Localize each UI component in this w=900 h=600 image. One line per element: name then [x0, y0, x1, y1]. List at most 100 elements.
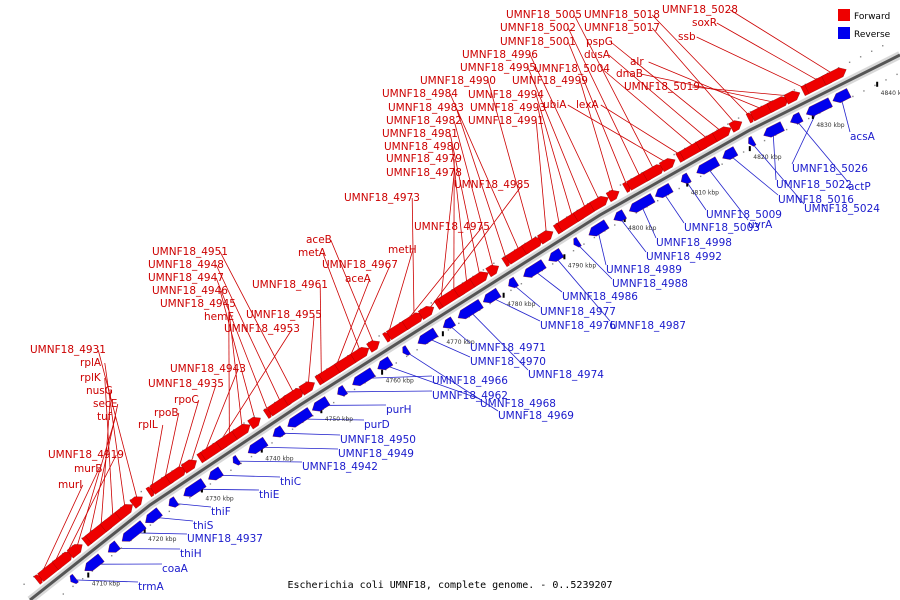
gene-label-umnf18-4961[interactable]: UMNF18_4961 — [252, 279, 328, 291]
gene-arrow-umnf18-4988[interactable] — [573, 236, 582, 248]
gene-arrow-umnf18-4992[interactable] — [613, 209, 627, 222]
gene-arrow-umnf18-4955[interactable] — [298, 381, 315, 396]
gene-label-umnf18-4986[interactable]: UMNF18_4986 — [562, 291, 638, 303]
gene-label-coaa[interactable]: coaA — [162, 563, 189, 575]
gene-label-umnf18-4948[interactable]: UMNF18_4948 — [148, 259, 224, 271]
gene-arrow-umnf18-5019[interactable] — [783, 90, 801, 105]
gene-label-meth[interactable]: metH — [388, 244, 417, 256]
gene-label-umnf18-5026[interactable]: UMNF18_5026 — [792, 163, 868, 175]
gene-label-umnf18-5017[interactable]: UMNF18_5017 — [584, 22, 660, 34]
gene-arrow-umnf18-4999[interactable] — [605, 189, 620, 203]
gene-label-umnf18-4937[interactable]: UMNF18_4937 — [187, 533, 263, 545]
gene-label-umnf18-5022[interactable]: UMNF18_5022 — [776, 179, 852, 191]
gene-label-umnf18-4983[interactable]: UMNF18_4983 — [388, 102, 464, 114]
gene-label-thie[interactable]: thiE — [259, 489, 279, 501]
gene-arrow-umnf18-4987[interactable] — [548, 248, 565, 262]
gene-label-acea[interactable]: aceA — [345, 273, 372, 285]
gene-label-umnf18-5019[interactable]: UMNF18_5019 — [624, 81, 700, 93]
gene-arrow-rpla[interactable] — [114, 504, 133, 521]
gene-label-umnf18-4988[interactable]: UMNF18_4988 — [612, 278, 688, 290]
gene-arrow-acsa[interactable] — [832, 88, 852, 103]
gene-arrow-umnf18-5024[interactable] — [748, 135, 757, 147]
gene-label-umnf18-4989[interactable]: UMNF18_4989 — [606, 264, 682, 276]
gene-label-rpla[interactable]: rplA — [80, 357, 102, 369]
gene-label-umnf18-4947[interactable]: UMNF18_4947 — [148, 272, 224, 284]
gene-label-muri[interactable]: murI — [58, 479, 82, 491]
gene-arrow-umnf18-4977[interactable] — [508, 276, 519, 289]
gene-label-tuf[interactable]: tuf — [97, 411, 112, 423]
gene-label-umnf18-4999[interactable]: UMNF18_4999 — [512, 75, 588, 87]
gene-arrow-thie[interactable] — [183, 478, 207, 497]
gene-label-rpll[interactable]: rplL — [138, 419, 158, 431]
gene-label-umnf18-4977[interactable]: UMNF18_4977 — [540, 306, 616, 318]
gene-label-umnf18-4943[interactable]: UMNF18_4943 — [170, 363, 246, 375]
gene-label-umnf18-5028[interactable]: UMNF18_5028 — [662, 4, 738, 16]
gene-label-umnf18-4962[interactable]: UMNF18_4962 — [432, 390, 508, 402]
gene-arrow-umnf18-5022[interactable] — [763, 121, 785, 138]
gene-arrow-umnf18-4986[interactable] — [523, 259, 547, 278]
gene-arrow-purh[interactable] — [312, 396, 331, 412]
gene-label-thih[interactable]: thiH — [180, 548, 202, 560]
gene-arrow-thic[interactable] — [208, 466, 224, 481]
gene-label-umnf18-4978[interactable]: UMNF18_4978 — [386, 167, 462, 179]
gene-label-umnf18-5002[interactable]: UMNF18_5002 — [500, 22, 576, 34]
gene-label-heme[interactable]: hemE — [204, 311, 234, 323]
gene-label-lexa[interactable]: lexA — [576, 99, 599, 111]
gene-label-umnf18-4974[interactable]: UMNF18_4974 — [528, 369, 604, 381]
gene-label-umnf18-5009[interactable]: UMNF18_5009 — [706, 209, 782, 221]
gene-arrow-umnf18-4946[interactable] — [247, 417, 261, 430]
gene-arrow-coaa[interactable] — [84, 553, 105, 572]
gene-label-rplk[interactable]: rplK — [80, 372, 102, 384]
gene-label-thic[interactable]: thiC — [280, 476, 301, 488]
gene-label-umnf18-4945[interactable]: UMNF18_4945 — [160, 298, 236, 310]
gene-label-umnf18-5001[interactable]: UMNF18_5001 — [500, 36, 576, 48]
gene-label-umnf18-4931[interactable]: UMNF18_4931 — [30, 344, 106, 356]
gene-arrow-umnf18-5017[interactable] — [728, 120, 743, 133]
gene-label-aceb[interactable]: aceB — [306, 234, 332, 246]
gene-label-umnf18-4975[interactable]: UMNF18_4975 — [414, 221, 490, 233]
gene-label-trma[interactable]: trmA — [138, 581, 164, 593]
gene-arrow-umnf18-4991[interactable] — [537, 230, 554, 245]
gene-arrow-umnf18-4935[interactable] — [180, 459, 197, 474]
gene-label-uvra[interactable]: uvrA — [748, 219, 773, 231]
gene-label-umnf18-4949[interactable]: UMNF18_4949 — [338, 448, 414, 460]
gene-label-umnf18-5004[interactable]: UMNF18_5004 — [534, 63, 610, 75]
gene-label-umnf18-4993[interactable]: UMNF18_4993 — [470, 102, 546, 114]
gene-arrow-umnf18-5009[interactable] — [680, 172, 692, 184]
gene-arrow-umnf18-4969[interactable] — [402, 345, 411, 356]
gene-label-umnf18-4935[interactable]: UMNF18_4935 — [148, 378, 224, 390]
gene-label-umnf18-4968[interactable]: UMNF18_4968 — [480, 398, 556, 410]
gene-label-umnf18-5018[interactable]: UMNF18_5018 — [584, 9, 660, 21]
gene-arrow-umnf18-5016[interactable] — [722, 146, 739, 160]
gene-label-this[interactable]: thiS — [193, 520, 214, 532]
gene-label-umnf18-4980[interactable]: UMNF18_4980 — [384, 141, 460, 153]
gene-label-umnf18-4995[interactable]: UMNF18_4995 — [460, 62, 536, 74]
gene-arrow-umnf18-4968[interactable] — [377, 356, 394, 371]
gene-label-rpob[interactable]: rpoB — [154, 407, 179, 419]
gene-arrow-thif[interactable] — [168, 496, 180, 508]
gene-label-acsa[interactable]: acsA — [850, 131, 876, 143]
gene-label-ubia[interactable]: ubiA — [543, 99, 567, 111]
gene-label-murb[interactable]: murB — [74, 463, 102, 475]
gene-arrow-uvra[interactable] — [696, 156, 721, 175]
gene-arrow-umnf18-4989[interactable] — [588, 219, 610, 237]
gene-label-ssb[interactable]: ssb — [678, 31, 696, 43]
gene-arrow-umnf18-4945[interactable] — [231, 423, 251, 440]
gene-arrow-this[interactable] — [145, 507, 163, 524]
gene-label-umnf18-4953[interactable]: UMNF18_4953 — [224, 323, 300, 335]
gene-label-umnf18-4919[interactable]: UMNF18_4919 — [48, 449, 124, 461]
gene-arrow-umnf18-4974[interactable] — [457, 299, 484, 320]
gene-label-nusg[interactable]: nusG — [86, 385, 113, 397]
gene-arrow-trma[interactable] — [69, 573, 79, 584]
gene-label-umnf18-4987[interactable]: UMNF18_4987 — [610, 320, 686, 332]
gene-label-umnf18-4992[interactable]: UMNF18_4992 — [646, 251, 722, 263]
gene-arrow-actp[interactable] — [790, 112, 804, 125]
gene-arrow-umnf18-4976[interactable] — [483, 287, 502, 304]
gene-arrow-umnf18-4950[interactable] — [272, 425, 286, 438]
gene-label-umnf18-5016[interactable]: UMNF18_5016 — [778, 194, 854, 206]
gene-label-umnf18-4990[interactable]: UMNF18_4990 — [420, 75, 496, 87]
gene-label-umnf18-4976[interactable]: UMNF18_4976 — [540, 320, 616, 332]
gene-arrow-umnf18-4998[interactable] — [628, 193, 656, 213]
gene-label-umnf18-4994[interactable]: UMNF18_4994 — [468, 89, 544, 101]
gene-arrow-umnf18-4970[interactable] — [417, 327, 439, 345]
